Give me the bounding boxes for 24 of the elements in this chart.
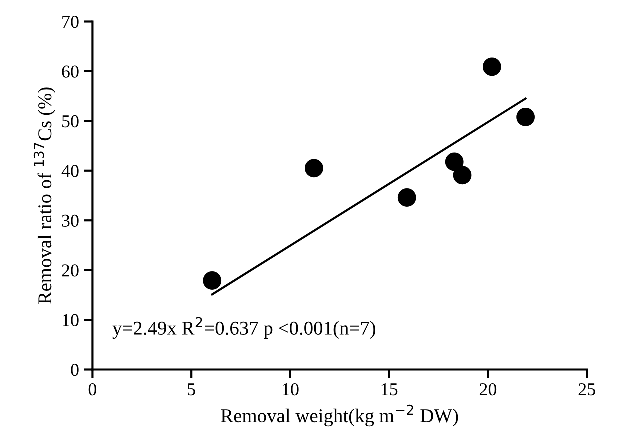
y-tick-label: 70: [62, 16, 79, 28]
point: [398, 188, 416, 207]
point: [516, 108, 535, 126]
y-tick-label: 50: [62, 115, 79, 128]
x-tick-label: 5: [188, 384, 196, 396]
point: [304, 159, 324, 178]
x-tick-label: 0: [88, 383, 97, 396]
y-tick-label: 40: [62, 165, 79, 178]
point: [445, 152, 464, 172]
y-axis-title: Removal ratio of $^{137}$Cs (%): [34, 88, 56, 304]
annotation: y=2.49x R$^{2}$=0.637 p <0.001(n=7): [112, 317, 376, 339]
y-tick-label: 60: [62, 66, 79, 78]
x-tick-label: 15: [382, 384, 398, 396]
y-tick-label: 20: [62, 264, 79, 277]
x-tick-label: 25: [578, 384, 596, 396]
y-tick-label: 0: [71, 364, 79, 376]
x-tick-label: 20: [480, 383, 497, 396]
y-tick-label: 10: [63, 314, 79, 326]
point: [203, 272, 222, 290]
x-tick-label: 10: [283, 383, 299, 396]
point: [482, 58, 502, 76]
x-axis-title: Removal weight(kg m$^{−2}$ DW): [221, 404, 458, 427]
point: [453, 166, 472, 185]
y-tick-label: 30: [62, 214, 79, 228]
